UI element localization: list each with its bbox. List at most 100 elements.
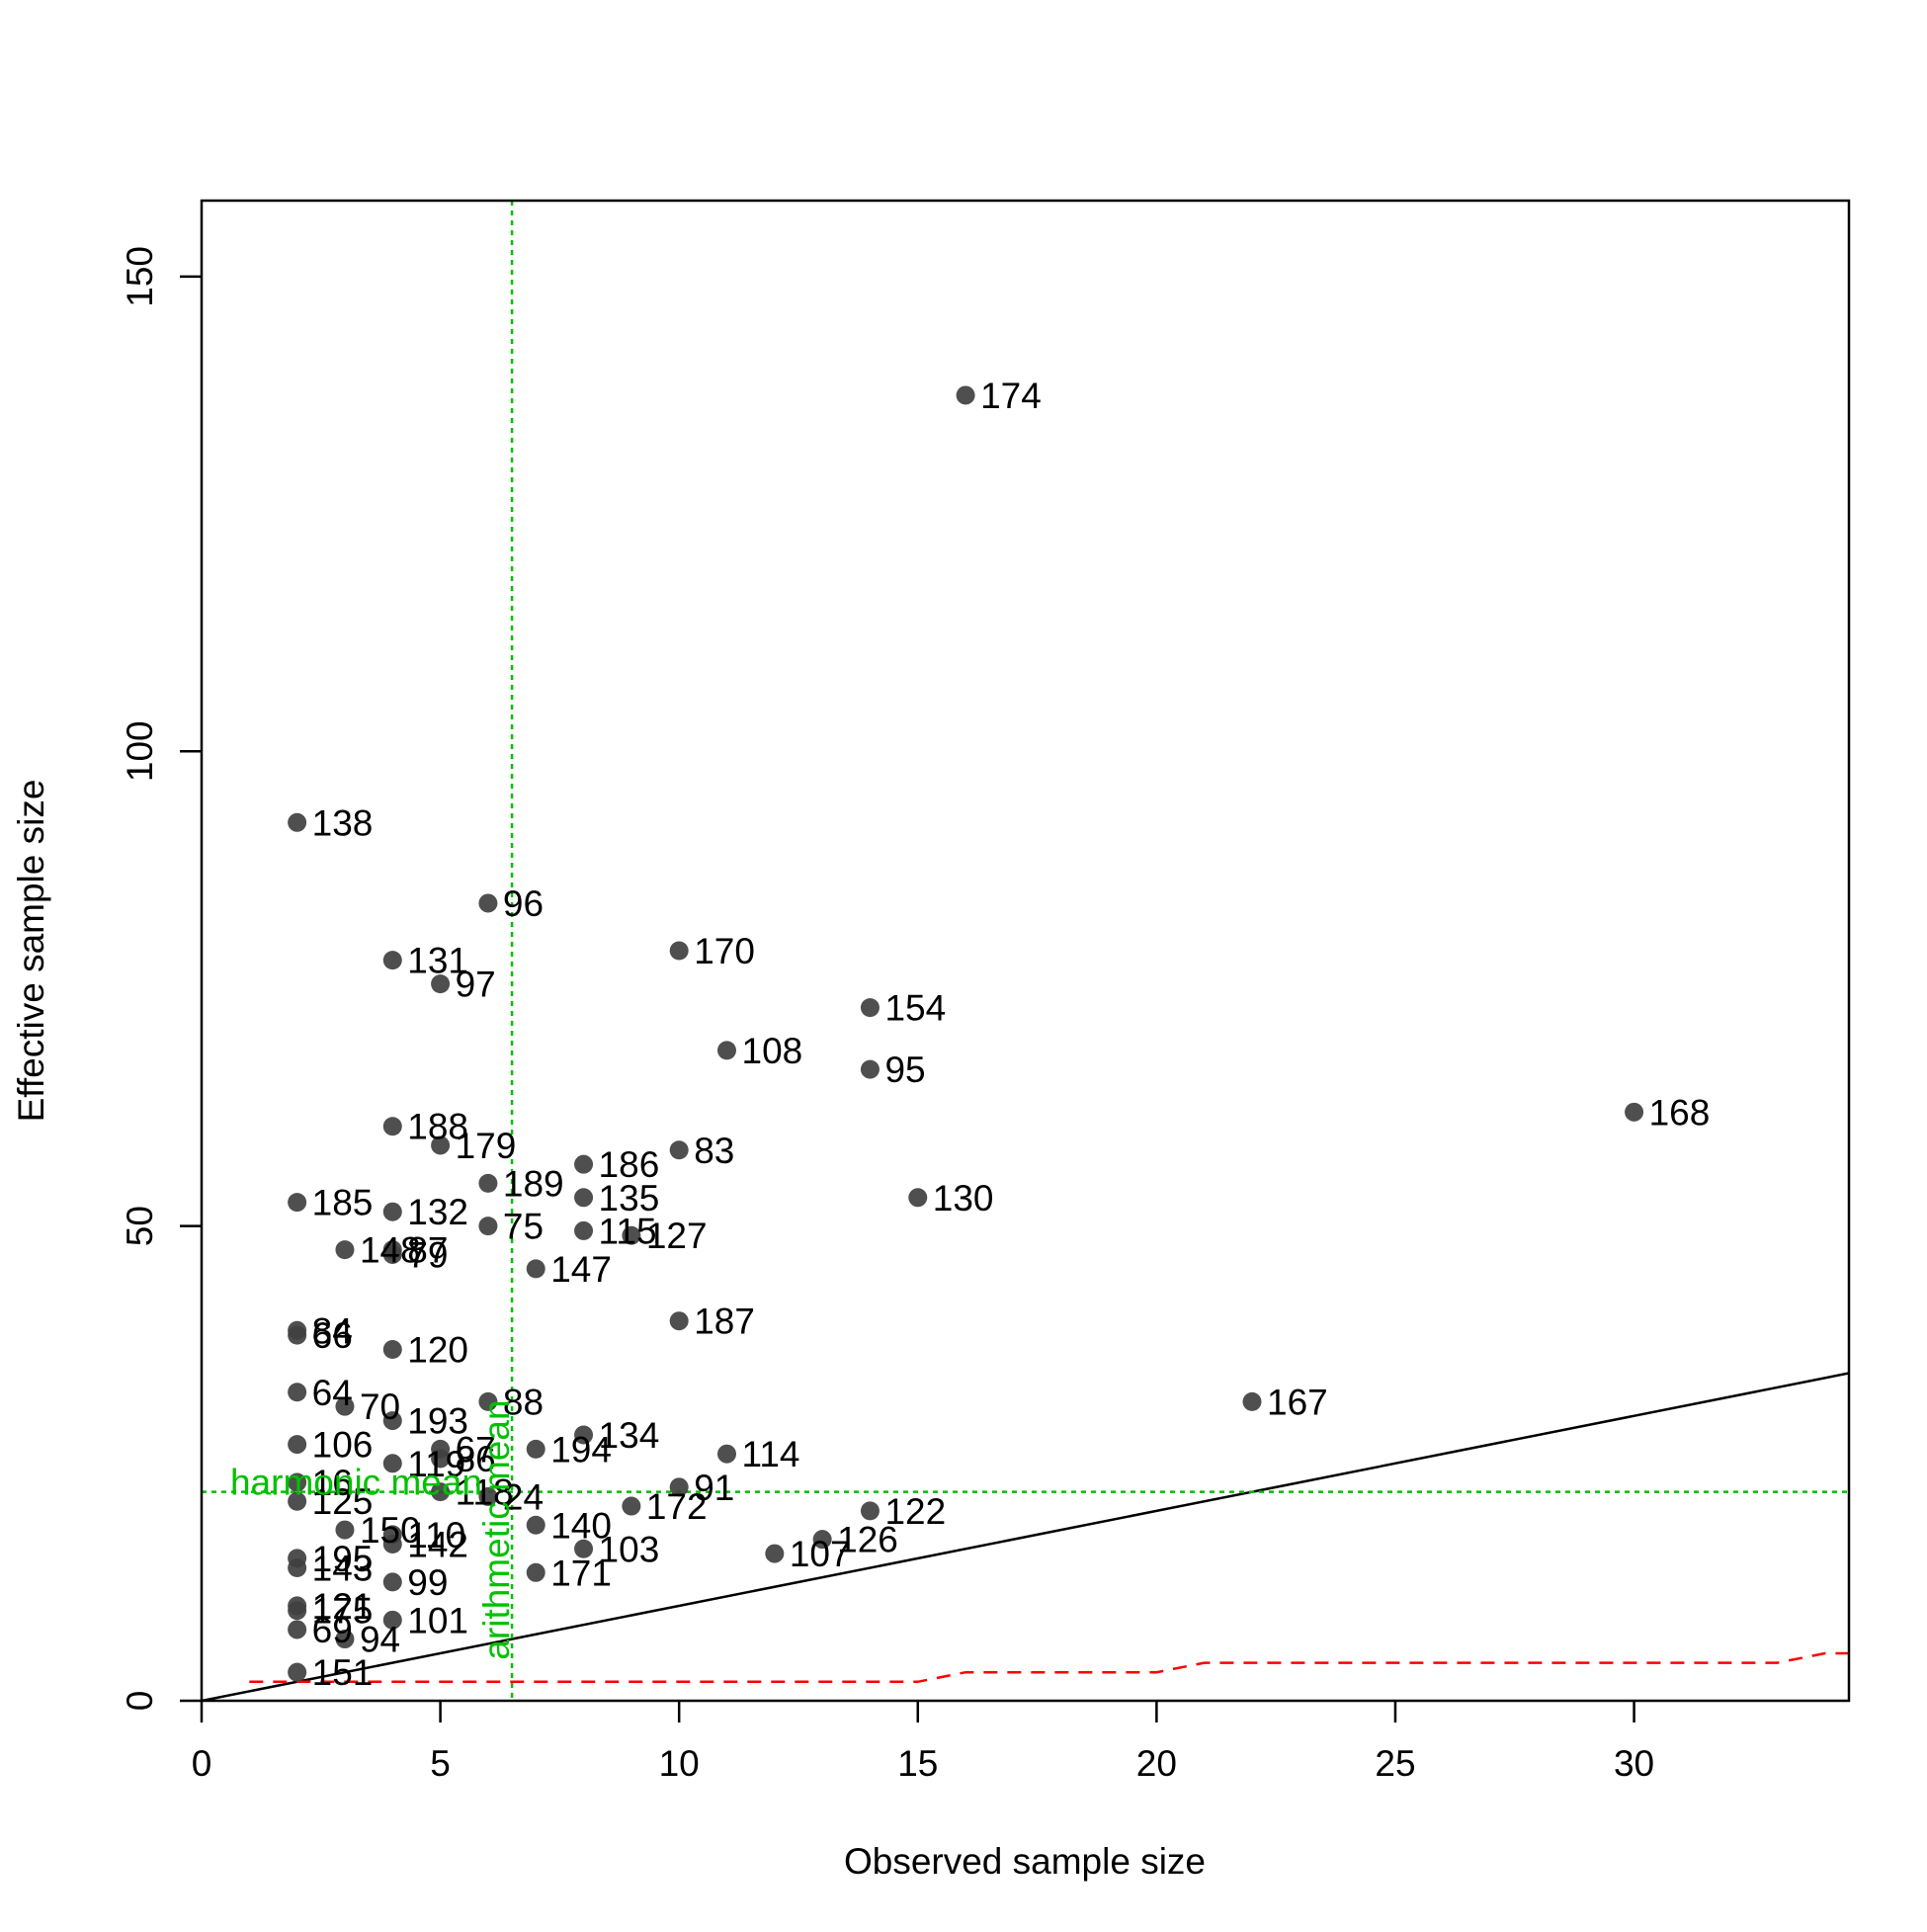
data-point [622,1496,641,1516]
data-point [622,1225,641,1245]
point-label: 147 [550,1249,612,1290]
arithmetic-mean-label: arithmetic mean [476,1399,517,1659]
point-label: 187 [694,1302,755,1342]
axes: 0 5 10 15 20 25 30 0 50 100 150 [120,199,1851,1784]
data-point [526,1259,545,1279]
data-point [526,1562,545,1582]
point-label: 24 [503,1476,544,1517]
point-label: 188 [407,1107,468,1147]
point-label: 101 [407,1600,468,1640]
point-label: 179 [456,1126,517,1166]
point-label: 131 [407,941,468,981]
data-point [574,1425,594,1445]
point-label: 138 [312,802,374,843]
data-point [382,1610,402,1630]
data-point [382,1202,402,1221]
data-point [526,1439,545,1459]
data-point [288,1383,307,1402]
data-point [288,1662,307,1682]
point-label: 195 [312,1539,374,1579]
x-tick-label: 25 [1375,1743,1415,1784]
data-point [288,1601,307,1621]
y-tick-label: 150 [120,246,160,307]
point-label: 175 [312,1591,374,1632]
x-tick-label: 15 [897,1743,938,1784]
data-point [382,1572,402,1592]
point-label: 87 [407,1230,448,1271]
point-label: 88 [503,1382,544,1422]
point-label: 84 [312,1310,353,1351]
data-point [669,1140,689,1160]
point-label: 75 [503,1207,544,1247]
point-label: 168 [1649,1092,1711,1133]
point-label: 96 [503,883,544,924]
lower-bound-line [249,1651,1849,1684]
x-tick-label: 20 [1136,1743,1177,1784]
harmonic-mean-label: harmonic mean [230,1463,482,1503]
data-point [1625,1102,1644,1122]
data-point [288,1557,307,1577]
point-label: 91 [694,1468,734,1508]
point-label: 150 [360,1510,421,1551]
data-point [526,1515,545,1535]
x-axis-title: Observed sample size [844,1841,1206,1882]
point-label: 114 [742,1434,800,1474]
y-tick-label: 100 [120,720,160,782]
point-label: 64 [312,1373,353,1413]
data-point [335,1240,355,1260]
x-tick-label: 30 [1614,1743,1654,1784]
point-label: 121 [312,1586,374,1627]
data-point [382,1244,402,1264]
data-point [288,1491,307,1511]
y-tick-label: 50 [120,1206,160,1246]
data-point [431,974,451,994]
point-label: 99 [407,1562,448,1603]
point-label: 120 [407,1330,468,1371]
point-label: 126 [837,1520,898,1560]
data-point [860,1501,880,1521]
point-label: 185 [312,1183,374,1223]
data-point [669,1477,689,1497]
data-point [288,812,307,832]
point-label: 94 [360,1620,400,1660]
point-label: 119 [407,1444,465,1484]
point-label: 103 [599,1529,660,1569]
data-point [669,941,689,961]
point-label: 83 [694,1131,734,1171]
point-label: 16 [312,1463,353,1503]
data-point [382,1411,402,1431]
y-tick-label: 0 [120,1691,160,1712]
data-point [382,951,402,970]
x-tick-label: 5 [430,1743,451,1784]
data-point [431,1135,451,1155]
reference-lines [202,201,1849,1701]
data-point [288,1325,307,1345]
data-point [478,1217,498,1236]
data-point [574,1220,594,1240]
x-tick-label: 10 [659,1743,700,1784]
data-point [431,1482,451,1502]
point-label: 142 [407,1524,468,1564]
point-label: 97 [456,965,496,1005]
data-point [860,998,880,1018]
data-point [717,1444,737,1464]
point-label: 171 [550,1553,612,1593]
data-point [574,1188,594,1208]
data-point [574,1539,594,1558]
data-point [478,1391,498,1411]
point-label: 140 [550,1505,612,1546]
point-label: 154 [884,988,946,1029]
point-label: 108 [742,1031,803,1071]
point-label: 95 [884,1050,925,1090]
point-label: 79 [407,1234,448,1275]
data-point [431,1449,451,1469]
data-points [288,385,1644,1682]
data-point [908,1188,928,1208]
point-label: 67 [456,1429,496,1470]
data-point [382,1454,402,1473]
data-point [956,385,975,405]
plot-frame [200,199,1851,1703]
point-label: 135 [599,1178,660,1218]
data-point [765,1544,785,1563]
